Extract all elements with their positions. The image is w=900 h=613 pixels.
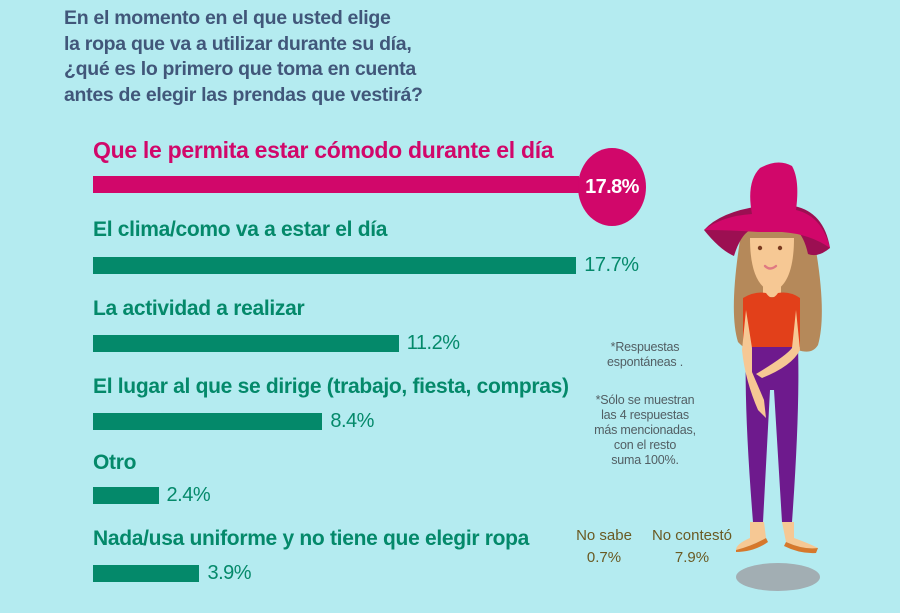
hat-icon <box>704 162 830 248</box>
category-label-comfort: Que le permita estar cómodo durante el d… <box>93 137 554 163</box>
stat-value: 7.9% <box>674 549 710 566</box>
bar-place <box>93 413 323 430</box>
title-line: antes de elegir las prendas que vestirá? <box>64 83 423 106</box>
category-label-place: El lugar al que se dirige (trabajo, fies… <box>93 375 569 398</box>
note-line: suma 100%. <box>611 453 679 467</box>
category-label-other: Otro <box>93 451 137 474</box>
shoe-icon <box>784 542 818 554</box>
shoe-icon <box>736 538 768 552</box>
note-line: más mencionadas, <box>594 423 696 437</box>
bar-uniform <box>93 565 200 582</box>
stat-value: 0.7% <box>586 549 622 566</box>
value-label-comfort: 17.8% <box>578 148 646 226</box>
woman-with-hat-illustration <box>704 162 830 591</box>
face-icon <box>750 238 794 292</box>
note-line: *Respuestas <box>610 340 680 354</box>
note-spontaneous: *Respuestas espontáneas . <box>590 340 700 370</box>
bar-activity <box>93 335 399 352</box>
category-label-activity: La actividad a realizar <box>93 297 305 320</box>
value-text: 17.8% <box>585 175 639 198</box>
bar-other <box>93 487 159 504</box>
chart-title: En el momento en el que usted elige la r… <box>64 6 423 108</box>
mouth-shape <box>763 264 778 270</box>
arm-shape <box>742 310 766 418</box>
title-line: ¿qué es lo primero que toma en cuenta <box>64 58 416 80</box>
title-line: la ropa que va a utilizar durante su día… <box>64 32 412 55</box>
note-line: espontáneas . <box>607 355 683 369</box>
note-top-answers: *Sólo se muestran las 4 respuestas más m… <box>585 393 705 468</box>
shirt-shape <box>743 292 800 347</box>
eye-icon <box>757 245 763 251</box>
category-label-uniform: Nada/usa uniforme y no tiene que elegir … <box>93 527 530 550</box>
note-line: *Sólo se muestran <box>595 393 695 407</box>
stat-label: No sabe <box>576 527 632 544</box>
stat-no-contesto: No contestó 7.9% <box>646 525 738 569</box>
eye-icon <box>777 245 783 251</box>
stat-no-sabe: No sabe 0.7% <box>572 525 636 569</box>
note-line: con el resto <box>613 438 677 452</box>
shadow-shape <box>736 563 820 591</box>
bar-weather <box>93 257 577 274</box>
bar-comfort <box>93 176 579 193</box>
value-label-place: 8.4% <box>330 410 374 432</box>
foot-shape <box>782 522 818 549</box>
value-label-uniform: 3.9% <box>207 562 252 584</box>
category-label-weather: El clima/como va a estar el día <box>93 218 388 241</box>
arm-shape <box>756 310 800 378</box>
title-line: En el momento en el que usted elige <box>64 7 391 29</box>
foot-shape <box>736 522 766 550</box>
value-label-weather: 17.7% <box>584 254 639 276</box>
value-label-activity: 11.2% <box>406 332 460 354</box>
stat-label: No contestó <box>651 527 733 544</box>
note-line: las 4 respuestas <box>601 408 689 422</box>
value-label-other: 2.4% <box>166 484 211 506</box>
